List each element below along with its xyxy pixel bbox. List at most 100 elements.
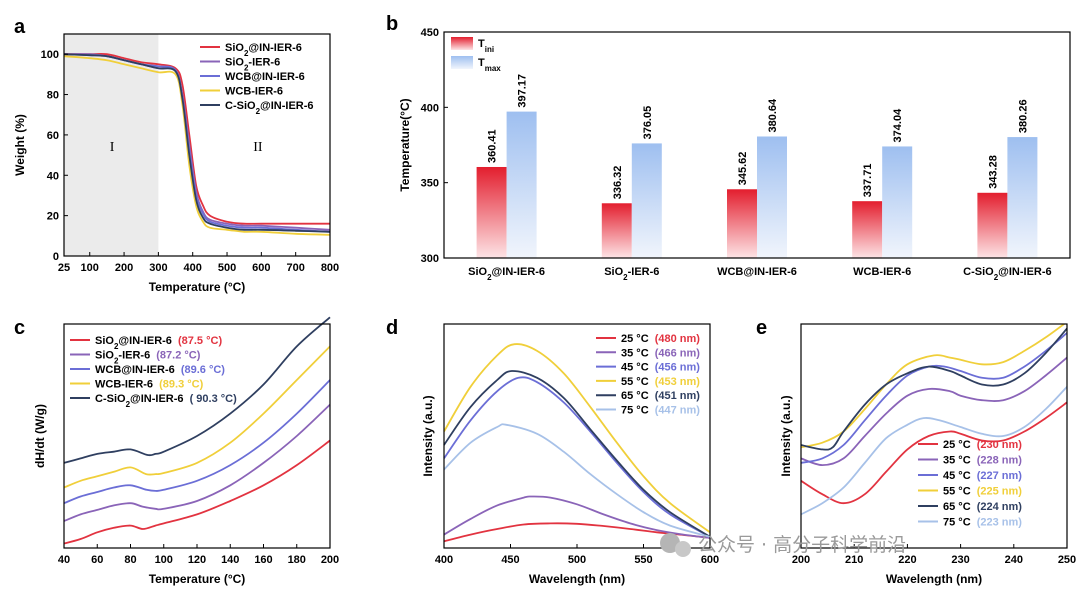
panel-b-bar-tmax (757, 136, 787, 258)
panel-e-legend-label: 45 °C (227 nm) (943, 470, 1022, 482)
panel-c-xtick-label: 140 (221, 554, 239, 566)
panel-b-bar-tini (476, 166, 507, 258)
panel-label-b: b (386, 13, 398, 35)
panel-a-series-line (64, 52, 330, 225)
panel-c-y-axis-title: dH/dt (W/g) (33, 404, 47, 468)
panel-d-xtick-label: 600 (701, 554, 719, 566)
panel-a-xtick-label: 100 (81, 262, 99, 274)
panel-d-xtick-label: 500 (568, 554, 586, 566)
panel-label-d: d (386, 317, 398, 339)
panel-a-xtick-label: 400 (184, 262, 202, 274)
panel-d-legend-label: 45 °C (456 nm) (621, 362, 700, 374)
panel-e-legend-note: (227 nm) (974, 470, 1023, 482)
panel-a-series-line (63, 55, 331, 236)
panel-c-xtick-label: 200 (321, 554, 339, 566)
panel-b-category-label: SiO2@IN-IER-6 (468, 266, 545, 282)
panel-e-legend-note: (224 nm) (974, 501, 1023, 513)
panel-e-y-axis-title: Intensity (a.u.) (779, 395, 793, 476)
panel-e-xtick-label: 210 (845, 554, 863, 566)
panel-b-ytick-label: 450 (421, 27, 439, 39)
panel-b-legend-label: Tini (478, 38, 494, 54)
panel-e-series-line (801, 401, 1067, 505)
panel-c-series-line (63, 439, 331, 545)
panel-c-series-line (63, 345, 331, 489)
panel-e-series-line (801, 386, 1067, 516)
panel-e-legend-note: (223 nm) (974, 517, 1023, 529)
panel-a-xtick-label: 800 (321, 262, 339, 274)
panel-d-series-line (443, 423, 711, 538)
panel-d-legend-note: (447 nm) (652, 405, 701, 417)
panel-b-category-label: WCB@IN-IER-6 (717, 266, 797, 278)
panel-d-series-line (443, 343, 711, 534)
wechat-icon-small (675, 541, 691, 557)
panel-d-legend-label: 65 °C (451 nm) (621, 390, 700, 402)
panel-c-legend-note: (87.5 °C) (175, 335, 223, 347)
panel-e-legend-label: 25 °C (230 nm) (943, 439, 1022, 451)
panel-b-bar-tmax (506, 111, 537, 258)
panel-b-ytick-label: 400 (421, 102, 439, 114)
panel-c-legend-label: SiO2-IER-6 (87.2 °C) (95, 350, 201, 366)
panel-b-y-axis-title: Temperature(°C) (398, 98, 412, 191)
panel-a-legend-label: WCB@IN-IER-6 (225, 71, 305, 83)
panel-e-xtick-label: 220 (898, 554, 916, 566)
panel-c-x-axis-title: Temperature (°C) (149, 572, 246, 586)
panel-c-xtick-label: 160 (254, 554, 272, 566)
panel-c-legend-note: (89.6 °C) (178, 364, 226, 376)
panel-b-plot-frame (443, 31, 1071, 259)
panel-e-legend-note: (225 nm) (974, 486, 1023, 498)
panel-b-bar-value-label: 380.26 (1017, 99, 1029, 133)
panel-c-xtick-label: 40 (58, 554, 70, 566)
panel-c-series-line (63, 403, 331, 522)
panel-d-legend-note: (456 nm) (652, 362, 701, 374)
panel-b-bar-tmax (882, 146, 913, 258)
panel-b-category-label: WCB-IER-6 (853, 266, 911, 278)
panel-b-bar-value-label: 336.32 (612, 166, 624, 200)
panel-a-ytick-label: 60 (47, 130, 59, 142)
panel-e-series-line (801, 324, 1066, 449)
panel-c-xtick-label: 120 (188, 554, 206, 566)
panel-a-xtick-label: 200 (115, 262, 133, 274)
panel-c-legend-note: (89.3 °C) (156, 379, 204, 391)
panel-e-series-group (801, 324, 1067, 516)
panel-b-bar-tini (977, 192, 1008, 258)
panel-b-bar-tmax (1007, 137, 1038, 258)
panel-a-x-axis-title: Temperature (°C) (149, 280, 246, 294)
panel-d-legend-label: 35 °C (466 nm) (621, 347, 700, 359)
panel-b-category-label: C-SiO2@IN-IER-6 (963, 266, 1052, 282)
panel-a-ytick-label: 80 (47, 90, 59, 102)
panel-b-legend-label: Tmax (478, 57, 501, 73)
panel-a-y-axis-title: Weight (%) (13, 114, 27, 176)
panel-label-c: c (14, 317, 25, 339)
panel-e-chart: 200 210 220 230 240 250 Wavelength (nm) Intensi… (779, 323, 1076, 586)
panel-c-xtick-label: 60 (91, 554, 103, 566)
panel-label-a: a (14, 16, 26, 38)
panel-e-legend-label: 75 °C (223 nm) (943, 517, 1022, 529)
panel-c-xtick-label: 80 (124, 554, 136, 566)
panel-a-xtick-label: 600 (252, 262, 270, 274)
panel-e-series-line (801, 332, 1067, 464)
panel-d-legend-label: 55 °C (453 nm) (621, 376, 700, 388)
panel-c-chart: 40 60 80 100 120 140 160 180 200 Temperature (°C)… (33, 316, 339, 586)
panel-c-legend-note: (87.2 °C) (153, 350, 201, 362)
panel-a-ytick-label: 100 (41, 49, 59, 61)
panel-b-bar-value-label: 397.17 (517, 74, 529, 108)
panel-c-xtick-label: 180 (288, 554, 306, 566)
panel-d-series-line (443, 376, 711, 538)
panel-d-legend-note: (453 nm) (652, 376, 701, 388)
panel-b-ytick-label: 350 (421, 178, 439, 190)
panel-a-plot-frame (63, 33, 331, 257)
panel-e-legend-label: 55 °C (225 nm) (943, 486, 1022, 498)
watermark-text: 公众号 · 高分子科学前沿 (698, 534, 906, 556)
panel-e-x-axis-title: Wavelength (nm) (886, 572, 982, 586)
panel-e-legend-label: 35 °C (228 nm) (943, 455, 1022, 467)
panel-c-legend-label: WCB-IER-6 (89.3 °C) (95, 379, 204, 391)
panel-a-xtick-label: 500 (218, 262, 236, 274)
panel-d-xtick-label: 550 (634, 554, 652, 566)
panel-d-chart: 400 450 500 550 600 Wavelength (nm) Intensity … (421, 323, 719, 586)
panel-d-series-line (443, 370, 711, 538)
panel-d-legend-label: 75 °C (447 nm) (621, 405, 700, 417)
panel-a-series-line (63, 53, 331, 233)
panel-d-y-axis-title: Intensity (a.u.) (421, 395, 435, 476)
panel-b-bar-value-label: 380.64 (767, 98, 779, 133)
